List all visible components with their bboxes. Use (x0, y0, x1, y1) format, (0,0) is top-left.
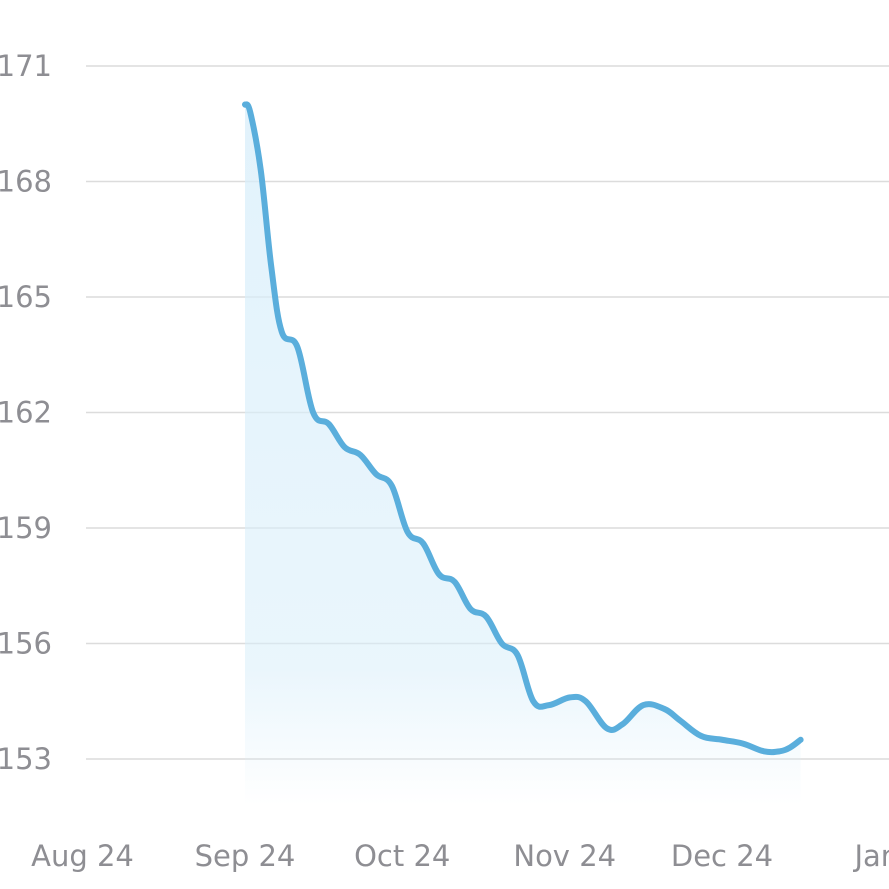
x-tick-label-3: Nov 24 (513, 839, 616, 873)
y-tick-label-159: 159 (0, 511, 52, 545)
x-tick-label-1: Sep 24 (195, 839, 296, 873)
y-tick-label-156: 156 (0, 627, 52, 661)
y-tick-label-153: 153 (0, 742, 52, 776)
x-tick-label-4: Dec 24 (671, 839, 773, 873)
series-line-layer (242, 101, 804, 756)
y-axis-tick-labels: 171 168 165 162 159 156 153 (0, 49, 52, 776)
y-tick-label-171: 171 (0, 49, 52, 83)
x-tick-label-2: Oct 24 (354, 839, 450, 873)
series-line (242, 101, 804, 756)
y-tick-label-168: 168 (0, 165, 52, 199)
series-area-fill (245, 104, 801, 806)
y-tick-label-165: 165 (0, 280, 52, 314)
y-tick-label-162: 162 (0, 396, 52, 430)
x-axis-tick-labels: Aug 24 Sep 24 Oct 24 Nov 24 Dec 24 Jan (31, 839, 889, 873)
x-tick-label-5: Jan (852, 839, 889, 873)
area-fill-layer (245, 104, 801, 806)
x-tick-label-0: Aug 24 (31, 839, 134, 873)
